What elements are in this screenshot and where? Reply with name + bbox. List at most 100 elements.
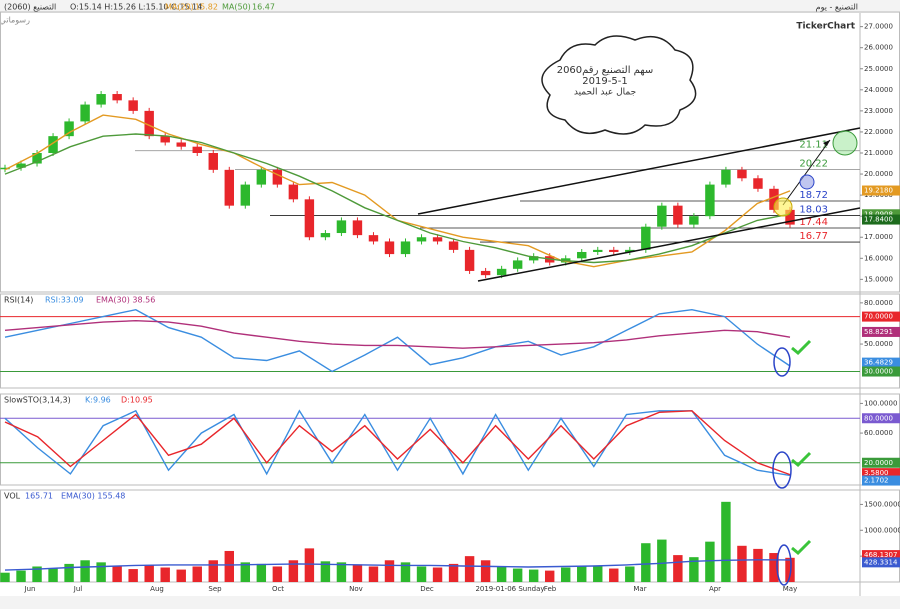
y-tick-label: 24.0000 <box>864 86 893 94</box>
value-box <box>862 311 900 322</box>
ma50-label: MA(50) <box>222 3 251 12</box>
candle <box>416 237 427 242</box>
candle <box>96 94 106 105</box>
volume-bar <box>625 566 635 582</box>
candle <box>528 256 539 261</box>
value-box-label: 30.0000 <box>864 368 893 376</box>
volume-bar <box>208 560 218 582</box>
candle <box>256 169 267 185</box>
note-line: 2019-5-1 <box>582 76 627 87</box>
candle <box>288 184 299 200</box>
candle <box>737 169 747 179</box>
candle <box>753 178 763 189</box>
series-line <box>4 133 791 264</box>
value-box-label: 20.0000 <box>864 459 893 467</box>
candle <box>593 249 603 252</box>
volume-bar <box>384 560 395 582</box>
status-bar <box>0 596 900 609</box>
volume-bar <box>192 566 202 582</box>
volume-bar <box>240 562 251 582</box>
volume-bar <box>256 563 267 582</box>
value-box-label: 36.4829 <box>864 359 893 367</box>
series-line <box>4 409 791 477</box>
volume-bar <box>80 560 90 582</box>
candle <box>785 209 795 225</box>
x-tick-label: Feb <box>544 585 557 593</box>
candle <box>769 188 779 210</box>
x-tick-label: Jul <box>73 585 83 593</box>
volume-bar <box>64 563 74 582</box>
candle <box>320 233 331 238</box>
level-label: 20.22 <box>799 158 828 169</box>
title-bar <box>0 0 900 13</box>
candle <box>64 121 74 137</box>
panel-title: SlowSTO(3,14,3) <box>4 396 71 405</box>
candle <box>448 241 459 250</box>
volume-bar <box>448 563 459 582</box>
volume-bar <box>689 557 699 582</box>
volume-bar <box>464 556 475 582</box>
candle <box>352 220 363 236</box>
level-label: 17.44 <box>799 217 828 228</box>
value-box <box>862 209 900 220</box>
volume-bar <box>16 570 26 582</box>
trend-line <box>417 127 861 215</box>
highlight <box>772 451 792 489</box>
volume-bar <box>400 562 411 582</box>
volume-bar <box>705 541 715 582</box>
value-box-label: 19.2180 <box>864 187 893 195</box>
symbol: التصنيع (2060) <box>4 3 56 12</box>
candle <box>176 142 186 147</box>
value-box <box>862 214 900 225</box>
volume-bar <box>288 560 299 582</box>
x-tick-label: Mar <box>633 585 646 593</box>
level-label: 16.77 <box>799 231 828 242</box>
volume-bar <box>112 566 122 582</box>
drawings[interactable]: رسوماتي <box>0 16 30 25</box>
value-box <box>862 468 900 479</box>
y-tick-label: 23.0000 <box>864 107 893 115</box>
target-circle <box>832 130 858 156</box>
volume-bar <box>593 565 603 582</box>
x-tick-label: Aug <box>150 585 164 593</box>
value-box-label: 70.0000 <box>864 313 893 321</box>
candle <box>0 167 10 170</box>
volume-bar <box>144 564 154 582</box>
y-tick-label: 27.0000 <box>864 23 893 31</box>
candle <box>128 100 138 111</box>
candle <box>496 268 507 276</box>
volume-bar <box>160 567 170 582</box>
x-tick-label: Apr <box>709 585 721 593</box>
x-tick-label: Nov <box>349 585 363 593</box>
y-tick-label: 1000.0000 <box>864 526 900 534</box>
volume-bar <box>561 567 571 582</box>
volume-bar <box>272 566 283 582</box>
volume-bar <box>128 569 138 582</box>
check <box>791 339 812 356</box>
value-box-label: 18.0908 <box>864 210 893 218</box>
y-tick-label: 15.0000 <box>864 275 893 283</box>
volume-bar <box>32 566 42 582</box>
value-box <box>862 185 900 196</box>
y-tick-label: 25.0000 <box>864 65 893 73</box>
candle <box>512 260 523 269</box>
candle <box>224 169 234 206</box>
candle <box>304 199 315 238</box>
target-circle <box>773 197 793 217</box>
candle <box>384 241 395 255</box>
candle <box>464 249 475 271</box>
ma20-value: 15.82 <box>195 3 218 12</box>
panel-info: D:10.95 <box>121 396 153 405</box>
candle <box>32 153 42 164</box>
volume-bar <box>577 566 587 582</box>
volume-bar <box>609 568 619 582</box>
value-box <box>862 357 900 368</box>
candle <box>689 216 699 225</box>
panel-info: RSI:33.09 <box>45 296 84 305</box>
y-tick-label: 100.0000 <box>864 399 897 407</box>
ma50-value: 16.47 <box>252 3 275 12</box>
series-line <box>4 410 791 476</box>
panel-info: 165.71 <box>25 492 53 501</box>
check <box>791 539 812 556</box>
